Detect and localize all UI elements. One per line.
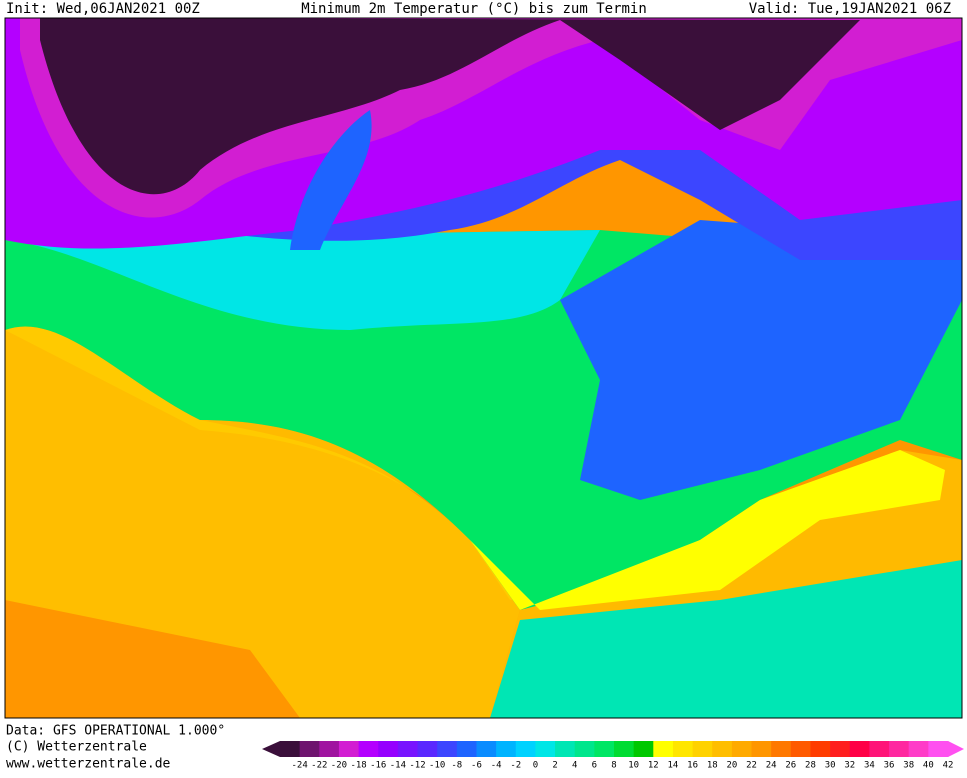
legend-label: 34 <box>864 761 875 771</box>
legend-label: 24 <box>766 761 777 771</box>
legend-arrow <box>948 741 964 757</box>
legend-swatch <box>496 741 517 757</box>
valid-time: Valid: Tue,19JAN2021 06Z <box>749 1 951 17</box>
legend-label: 6 <box>592 761 597 771</box>
legend-swatch <box>594 741 615 757</box>
legend-label: 14 <box>668 761 679 771</box>
legend-swatch <box>378 741 399 757</box>
legend-swatch <box>830 741 851 757</box>
legend-label: 42 <box>943 761 954 771</box>
legend-swatch <box>397 741 419 757</box>
legend-label: 32 <box>844 761 855 771</box>
legend-swatch <box>555 741 576 757</box>
legend-label: -4 <box>491 761 502 771</box>
legend-swatch <box>928 741 949 757</box>
legend-label: 0 <box>533 761 538 771</box>
legend-label: 26 <box>785 761 796 771</box>
legend-label: 2 <box>552 761 557 771</box>
legend-swatch <box>653 741 674 757</box>
legend-swatch <box>574 741 595 757</box>
legend-swatch <box>771 741 792 757</box>
legend-label: 40 <box>923 761 934 771</box>
legend-swatch <box>437 741 458 757</box>
map-title: Minimum 2m Temperatur (°C) bis zum Termi… <box>301 1 647 17</box>
legend-swatch <box>456 741 477 757</box>
legend-label: -18 <box>350 761 366 771</box>
legend-label: 4 <box>572 761 577 771</box>
legend-swatch <box>280 741 301 757</box>
legend-swatch <box>515 741 536 757</box>
legend-label: -16 <box>370 761 386 771</box>
legend-label: 8 <box>611 761 616 771</box>
legend-swatch <box>889 741 910 757</box>
legend-label: 22 <box>746 761 757 771</box>
legend-label: -10 <box>429 761 445 771</box>
legend-label: -24 <box>292 761 308 771</box>
legend-label: 10 <box>628 761 639 771</box>
legend-swatch <box>633 741 654 757</box>
legend-swatch <box>692 741 713 757</box>
legend-swatch <box>476 741 497 757</box>
legend-swatch <box>417 741 438 757</box>
legend-label: 18 <box>707 761 718 771</box>
legend-swatch <box>731 741 753 757</box>
legend-label: -2 <box>510 761 521 771</box>
legend-label: 16 <box>687 761 698 771</box>
legend-swatch <box>614 741 635 757</box>
legend-label: -14 <box>390 761 406 771</box>
legend-swatch <box>319 741 340 757</box>
legend-label: 30 <box>825 761 836 771</box>
legend-label: -20 <box>331 761 347 771</box>
init-time: Init: Wed,06JAN2021 00Z <box>6 1 200 17</box>
legend-swatch <box>869 741 890 757</box>
legend-label: 20 <box>726 761 737 771</box>
legend-label: 28 <box>805 761 816 771</box>
legend-swatch <box>338 741 360 757</box>
copyright: (C) Wetterzentrale <box>6 740 147 755</box>
legend-arrow <box>262 741 280 757</box>
color-legend: -24 -22 -20 -18 -16 -14 -12 -10 -8 -6 -4 -2 0 2 4 6 8 10 1… <box>262 741 964 771</box>
legend-label: 38 <box>903 761 914 771</box>
legend-swatch <box>299 741 320 757</box>
map-frame <box>4 17 963 719</box>
legend-swatch <box>712 741 733 757</box>
legend-label: -22 <box>311 761 327 771</box>
legend-swatch <box>849 741 870 757</box>
legend-label: -12 <box>409 761 425 771</box>
legend-swatch <box>810 741 831 757</box>
legend-label: -8 <box>451 761 462 771</box>
legend-swatch <box>908 741 929 757</box>
legend-label: 36 <box>884 761 895 771</box>
legend-swatch <box>751 741 772 757</box>
website: www.wetterzentrale.de <box>6 757 171 772</box>
data-source: Data: GFS OPERATIONAL 1.000° <box>6 724 225 739</box>
legend-label: 12 <box>648 761 659 771</box>
legend-swatch <box>535 741 556 757</box>
legend-swatch <box>790 741 811 757</box>
map <box>5 18 962 718</box>
legend-swatch <box>358 741 379 757</box>
legend-swatch <box>672 741 694 757</box>
legend-label: -6 <box>471 761 482 771</box>
